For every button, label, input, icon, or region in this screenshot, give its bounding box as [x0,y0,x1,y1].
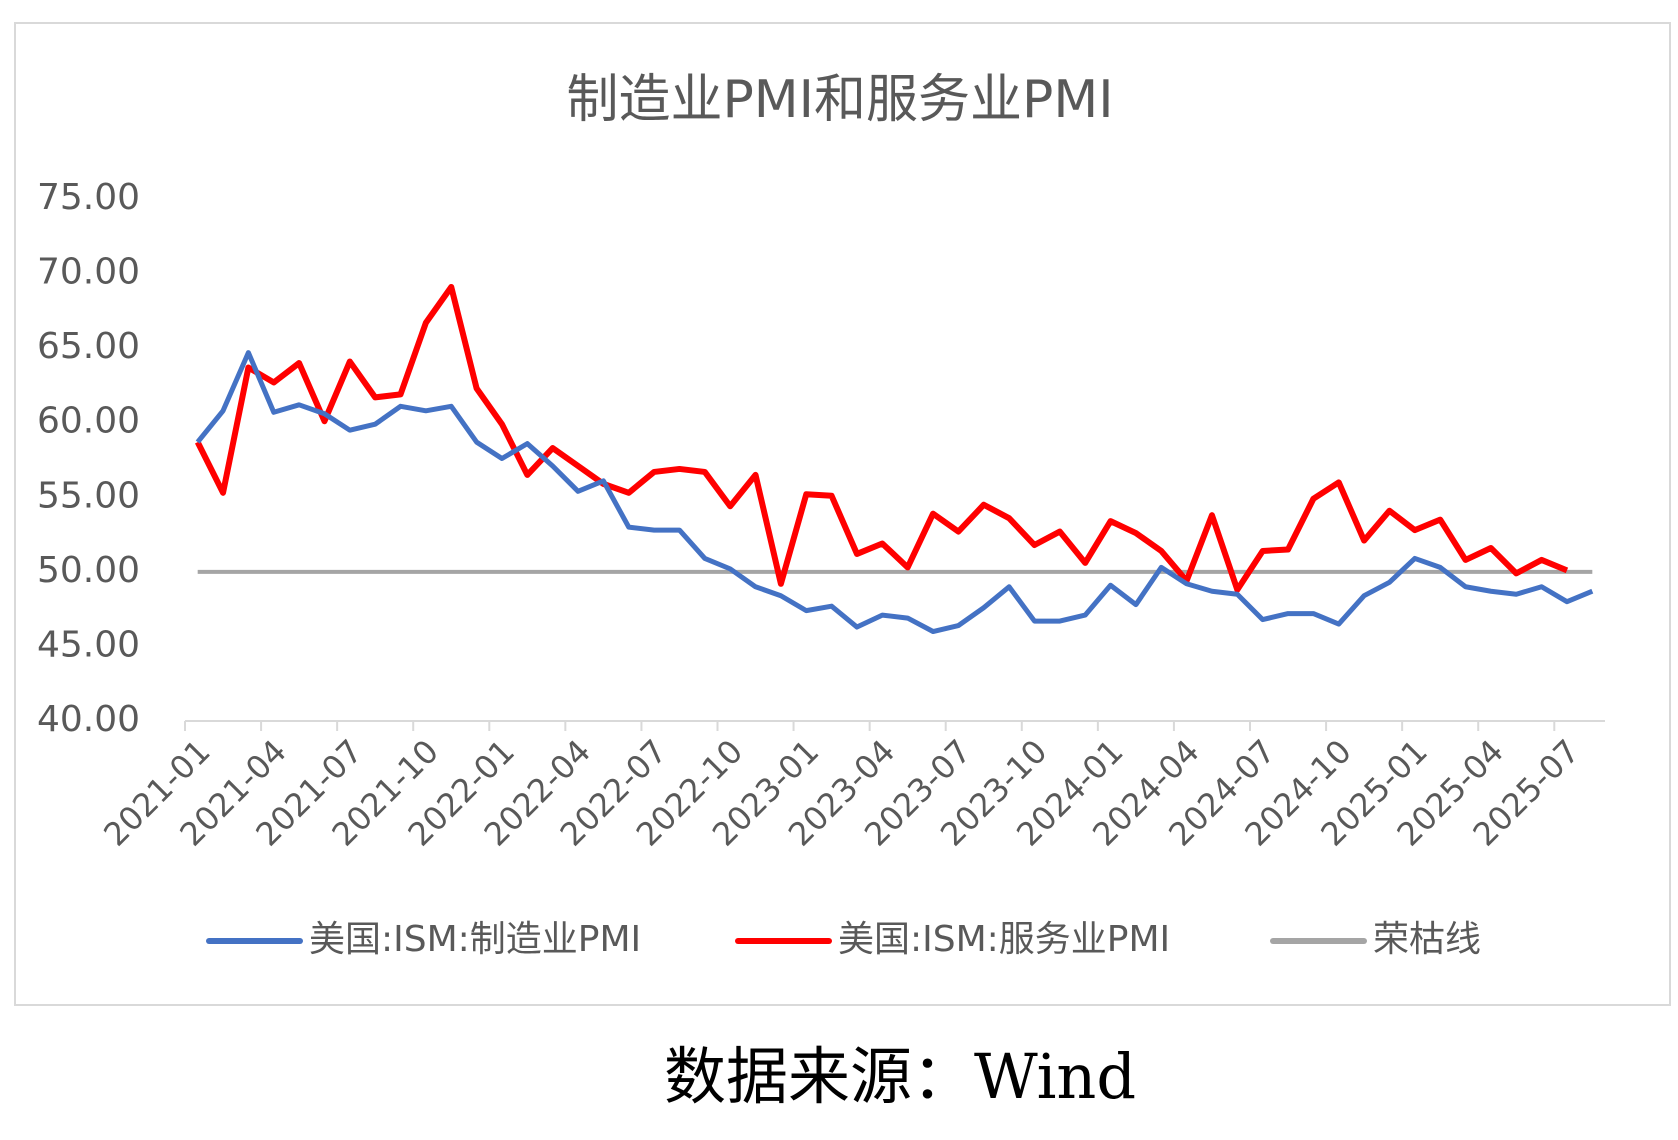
legend-label: 美国:ISM:服务业PMI [838,919,1170,960]
y-tick-label: 70.00 [37,252,140,293]
source-note: 数据来源：Wind [664,1040,1136,1113]
y-tick-label: 55.00 [37,475,140,516]
y-tick-label: 60.00 [37,401,140,442]
legend-label: 荣枯线 [1373,919,1481,960]
y-tick-label: 45.00 [37,624,140,665]
y-tick-label: 75.00 [37,177,140,218]
legend-label: 美国:ISM:制造业PMI [309,919,641,960]
y-tick-label: 65.00 [37,326,140,367]
chart-title: 制造业PMI和服务业PMI [566,70,1113,130]
series-line [194,283,1569,593]
y-tick-label: 50.00 [37,550,140,591]
y-tick-label: 40.00 [37,699,140,740]
series-line [195,350,1594,635]
